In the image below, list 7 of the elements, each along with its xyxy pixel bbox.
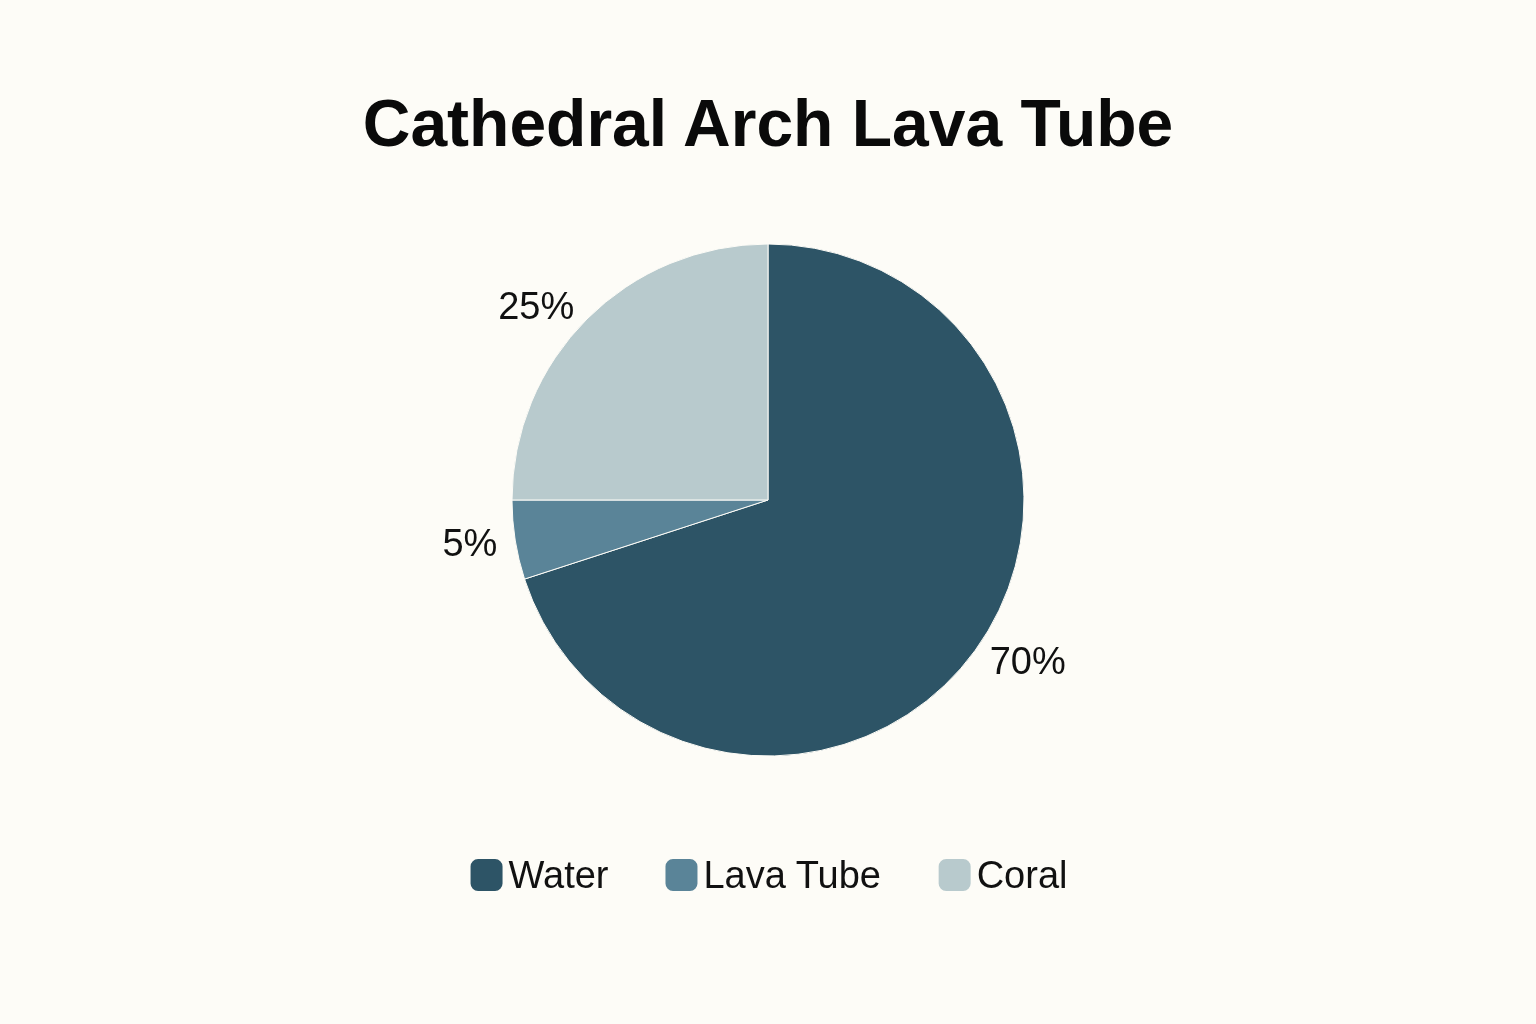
data-label: 70% [989,640,1066,683]
chart-title: Cathedral Arch Lava Tube [362,86,1174,160]
legend-label: Lava Tube [703,854,881,896]
legend-label: Water [508,854,609,896]
data-label: 25% [498,285,575,328]
legend-label: Coral [976,854,1068,896]
data-label: 5% [442,521,498,564]
